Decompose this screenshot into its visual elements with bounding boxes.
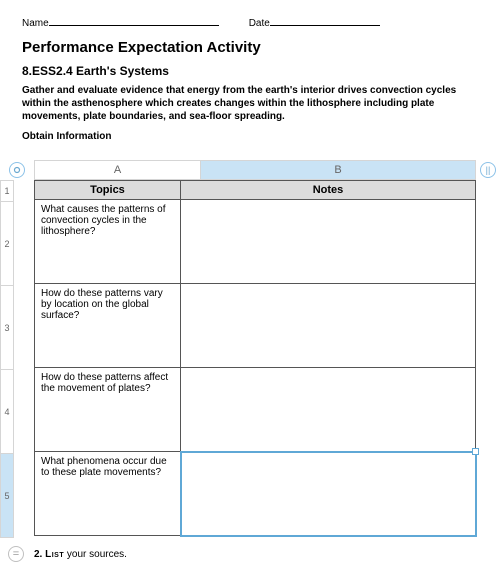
date-field: Date [249, 18, 380, 29]
notes-cell[interactable] [181, 200, 476, 284]
table-header-row: Topics Notes [35, 181, 476, 200]
row-number[interactable]: 2 [0, 202, 14, 286]
column-headers: A B || [0, 160, 500, 180]
footer-number: 2. [34, 549, 42, 560]
name-field: Name [22, 18, 219, 29]
date-label: Date [249, 18, 270, 29]
section-heading: Obtain Information [22, 131, 478, 142]
circle-icon [13, 166, 21, 174]
row-number[interactable]: 3 [0, 286, 14, 370]
name-label: Name [22, 18, 49, 29]
page-title: Performance Expectation Activity [22, 39, 478, 56]
header-topics: Topics [35, 181, 181, 200]
left-gutter [0, 160, 34, 180]
pause-icon: || [486, 165, 491, 175]
footer-instruction: 2. List your sources. [34, 549, 127, 560]
footer-expand-button[interactable]: = [8, 546, 24, 562]
date-underline[interactable] [270, 25, 380, 26]
header-notes: Notes [181, 181, 476, 200]
notes-cell-selected[interactable] [181, 452, 476, 536]
expand-right-button[interactable]: || [480, 162, 496, 178]
expand-left-button[interactable] [9, 162, 25, 178]
column-header-b[interactable]: B [200, 160, 476, 180]
name-underline[interactable] [49, 25, 219, 26]
table-row: How do these patterns vary by location o… [35, 284, 476, 368]
standard-code: 8.ESS2.4 Earth's Systems [22, 64, 478, 78]
row-number[interactable]: 5 [0, 454, 14, 538]
topic-cell[interactable]: What phenomena occur due to these plate … [35, 452, 181, 536]
table-row: How do these patterns affect the movemen… [35, 368, 476, 452]
spreadsheet-area: A B || 1 2 3 4 5 Topics Notes [0, 160, 500, 570]
footer-verb: List [45, 549, 64, 560]
footer-rest: your sources. [64, 549, 127, 560]
table-row: What phenomena occur due to these plate … [35, 452, 476, 536]
right-gutter: || [476, 160, 500, 180]
table-row: What causes the patterns of convection c… [35, 200, 476, 284]
selection-handle[interactable] [472, 448, 479, 455]
column-header-a[interactable]: A [34, 160, 200, 180]
topic-cell[interactable]: How do these patterns vary by location o… [35, 284, 181, 368]
equals-icon: = [13, 548, 19, 560]
meta-row: Name Date [22, 18, 478, 29]
footer-row: = 2. List your sources. [0, 538, 500, 570]
notes-cell[interactable] [181, 368, 476, 452]
topic-cell[interactable]: What causes the patterns of convection c… [35, 200, 181, 284]
row-number[interactable]: 4 [0, 370, 14, 454]
notes-cell[interactable] [181, 284, 476, 368]
row-number-gutter: 1 2 3 4 5 [0, 180, 14, 538]
description-text: Gather and evaluate evidence that energy… [22, 84, 478, 123]
topic-cell[interactable]: How do these patterns affect the movemen… [35, 368, 181, 452]
topics-table: Topics Notes What causes the patterns of… [34, 180, 476, 536]
row-number[interactable]: 1 [0, 180, 14, 202]
